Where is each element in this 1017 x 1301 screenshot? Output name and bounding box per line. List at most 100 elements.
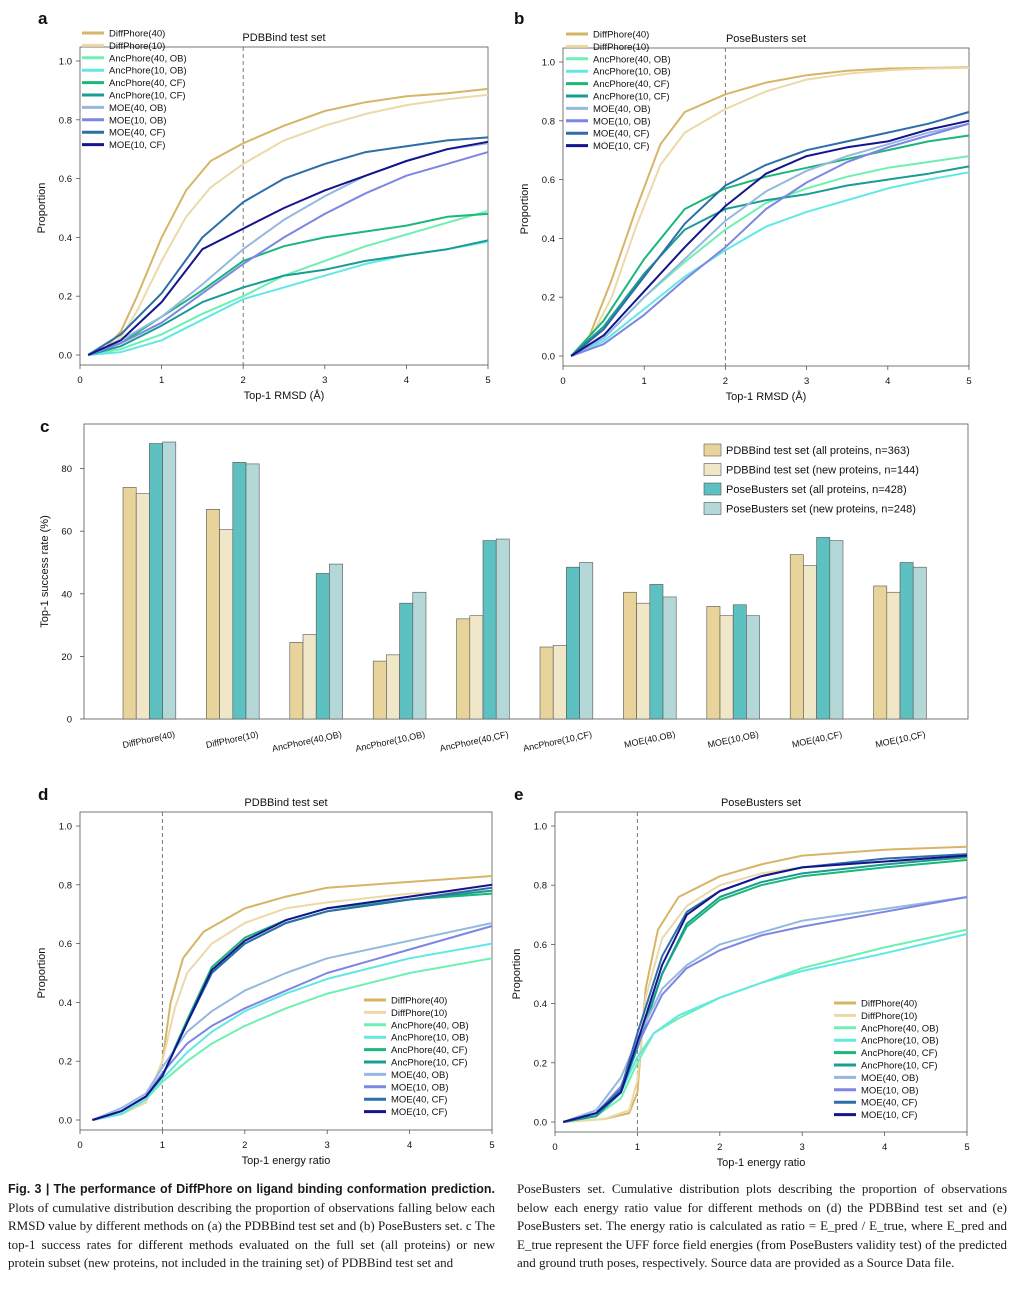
panel-letter-a: a: [38, 9, 48, 28]
x-tick-label: 1: [160, 1140, 165, 1151]
series-line: [563, 928, 968, 1123]
series-line: [87, 239, 489, 356]
y-tick-label: 0.2: [59, 1057, 72, 1068]
series-line: [570, 66, 970, 357]
series-line: [87, 140, 489, 356]
y-axis-label: Proportion: [511, 949, 523, 1000]
legend-label: AncPhore(10, CF): [861, 1061, 938, 1072]
series-line: [92, 889, 493, 1121]
y-tick-label: 0.4: [59, 233, 72, 244]
bar: [579, 562, 594, 720]
x-tick-label: 3: [322, 375, 327, 386]
panel-d-chart: PDBBind test set 0 1 2 3 4 5 0.0 0.2 0.4 0.6 0.8 1.0…: [36, 797, 495, 1167]
bar: [899, 562, 914, 720]
y-axis-label: Top-1 success rate (%): [39, 515, 51, 627]
x-axis-label: Top-1 RMSD (Å): [726, 390, 807, 403]
x-tick-label: 0: [77, 375, 82, 386]
chart-title: PoseBusters set: [726, 33, 806, 45]
x-tick-label: DiffPhore(40): [122, 729, 176, 750]
legend-label: DiffPhore(10): [593, 42, 649, 53]
panel-e-chart: PoseBusters set 0 1 2 3 4 5 0.0 0.2 0.4 0.6 0.8 1.0 T…: [511, 797, 970, 1169]
legend-label: PoseBusters set (all proteins, n=428): [726, 484, 907, 496]
x-tick-label: 3: [800, 1142, 805, 1153]
panel-letter-d: d: [38, 785, 48, 804]
caption-right: PoseBusters set. Cumulative distribution…: [517, 1180, 1007, 1273]
bar: [456, 618, 471, 720]
x-axis-label: Top-1 energy ratio: [717, 1157, 806, 1169]
plot-frame: [562, 47, 970, 367]
x-tick-label: 4: [882, 1142, 887, 1153]
series-line: [570, 111, 970, 357]
series-line: [87, 142, 489, 356]
legend-label: MOE(10, CF): [593, 141, 649, 152]
x-axis-label: Top-1 energy ratio: [242, 1155, 331, 1167]
legend-label: DiffPhore(10): [391, 1008, 447, 1019]
x-tick-label: 2: [241, 375, 246, 386]
bar: [469, 615, 484, 720]
chart-title: PDBBind test set: [242, 32, 325, 44]
x-tick-label: 5: [485, 375, 490, 386]
bar: [386, 654, 400, 720]
y-tick-label: 0: [67, 715, 72, 726]
bar: [289, 642, 304, 720]
y-tick-label: 0.0: [534, 1118, 547, 1129]
bar: [789, 554, 804, 720]
plot-frame: [83, 423, 969, 720]
y-tick-label: 0.2: [542, 293, 555, 304]
bar: [219, 529, 234, 720]
bar: [495, 538, 510, 720]
legend: DiffPhore(40)DiffPhore(10)AncPhore(40, O…: [364, 996, 469, 1118]
x-tick-label: AncPhore(40,CF): [439, 729, 510, 753]
legend-label: DiffPhore(40): [109, 29, 165, 40]
legend-label: AncPhore(40, OB): [391, 1020, 469, 1031]
bar: [732, 604, 747, 720]
bar: [135, 493, 150, 720]
legend-label: MOE(10, OB): [391, 1082, 449, 1093]
bar: [623, 591, 637, 720]
bar: [245, 463, 260, 720]
legend: PDBBind test set (all proteins, n=363) PD…: [703, 443, 919, 516]
x-tick-label: 5: [489, 1140, 494, 1151]
y-axis-label: Proportion: [36, 948, 48, 999]
series-line: [562, 854, 968, 1123]
x-tick-label: 0: [77, 1140, 82, 1151]
x-tick-label: 1: [642, 376, 647, 387]
y-tick-label: 0.6: [542, 175, 555, 186]
legend-label: MOE(40, CF): [861, 1098, 917, 1109]
legend-label: AncPhore(10, CF): [391, 1058, 468, 1069]
x-tick-label: MOE(40,OB): [623, 729, 676, 750]
y-tick-label: 0.6: [534, 940, 547, 951]
legend-label: AncPhore(40, CF): [109, 78, 186, 89]
legend-swatch: [703, 502, 722, 515]
caption-fig-title: The performance of DiffPhore on ligand b…: [53, 1182, 495, 1196]
bar: [873, 585, 888, 720]
x-tick-label: 4: [404, 375, 409, 386]
series-line: [87, 87, 489, 356]
x-tick-label: 4: [407, 1140, 412, 1151]
legend-label: AncPhore(10, CF): [593, 92, 670, 103]
x-tick-label: 0: [560, 376, 565, 387]
legend-label: MOE(40, CF): [391, 1095, 447, 1106]
x-tick-label: AncPhore(40,OB): [271, 729, 343, 754]
y-tick-label: 0.4: [542, 234, 555, 245]
y-tick-label: 0.0: [542, 352, 555, 363]
x-tick-label: MOE(40,CF): [791, 729, 843, 749]
panel-c-chart: 0 20 40 60 80 Top-1 success rate (%) DiffPhore…: [39, 423, 969, 754]
bar: [412, 591, 427, 720]
y-tick-label: 1.0: [542, 58, 555, 69]
y-tick-label: 0.8: [59, 115, 72, 126]
x-tick-label: 4: [885, 376, 890, 387]
legend: DiffPhore(40)DiffPhore(10)AncPhore(40, O…: [566, 30, 671, 152]
series-line: [570, 134, 970, 357]
bar: [162, 441, 177, 720]
y-tick-label: 0.0: [59, 1116, 72, 1127]
legend-label: AncPhore(10, OB): [861, 1036, 939, 1047]
panel-letter-e: e: [514, 785, 523, 804]
legend-label: MOE(10, OB): [593, 116, 651, 127]
legend-label: MOE(40, OB): [391, 1070, 449, 1081]
series-line: [562, 896, 968, 1123]
y-tick-label: 1.0: [59, 822, 72, 833]
legend-label: PDBBind test set (all proteins, n=363): [726, 445, 910, 457]
y-tick-label: 40: [61, 589, 72, 600]
legend-label: PoseBusters set (new proteins, n=248): [726, 504, 916, 516]
